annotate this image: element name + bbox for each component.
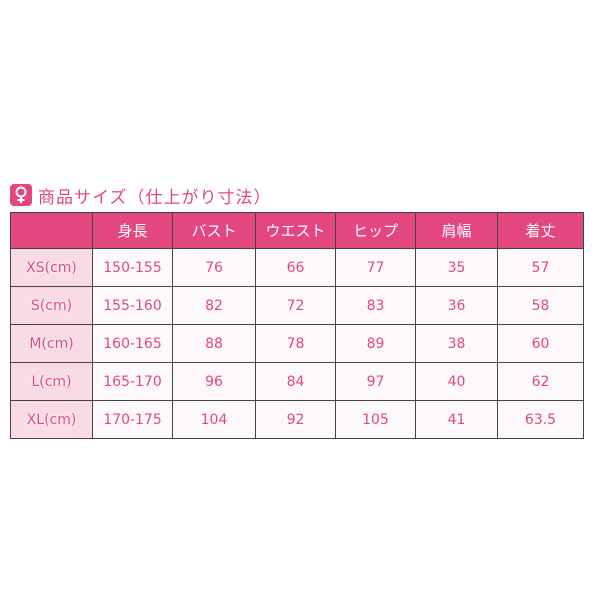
table-cell: 150-155 bbox=[92, 248, 173, 287]
table-cell: 66 bbox=[255, 248, 336, 287]
table-cell: 40 bbox=[415, 362, 498, 401]
table-cell: 92 bbox=[255, 400, 336, 439]
table-row: XS(cm) 150-155 76 66 77 35 57 bbox=[10, 248, 584, 287]
table-cell: 63.5 bbox=[497, 400, 584, 439]
table-cell: 38 bbox=[415, 324, 498, 363]
table-cell: 84 bbox=[255, 362, 336, 401]
table-cell: 72 bbox=[255, 286, 336, 325]
table-cell: 88 bbox=[172, 324, 256, 363]
table-row: M(cm) 160-165 88 78 89 38 60 bbox=[10, 324, 584, 363]
table-cell: 89 bbox=[335, 324, 416, 363]
size-label: XS(cm) bbox=[10, 248, 93, 287]
column-header: ヒップ bbox=[335, 212, 416, 249]
table-cell: 155-160 bbox=[92, 286, 173, 325]
column-header bbox=[10, 212, 93, 249]
column-header: 身長 bbox=[92, 212, 173, 249]
table-cell: 77 bbox=[335, 248, 416, 287]
size-label: L(cm) bbox=[10, 362, 93, 401]
column-header: 着丈 bbox=[497, 212, 584, 249]
table-cell: 104 bbox=[172, 400, 256, 439]
table-cell: 57 bbox=[497, 248, 584, 287]
size-label: XL(cm) bbox=[10, 400, 93, 439]
size-table: 身長 バスト ウエスト ヒップ 肩幅 着丈 XS(cm) 150-155 76 66 77 35 57… bbox=[10, 212, 584, 439]
table-cell: 62 bbox=[497, 362, 584, 401]
size-label: S(cm) bbox=[10, 286, 93, 325]
table-cell: 36 bbox=[415, 286, 498, 325]
table-cell: 35 bbox=[415, 248, 498, 287]
table-cell: 41 bbox=[415, 400, 498, 439]
table-cell: 105 bbox=[335, 400, 416, 439]
title-text: 商品サイズ（仕上がり寸法） bbox=[38, 187, 272, 208]
table-row: S(cm) 155-160 82 72 83 36 58 bbox=[10, 286, 584, 325]
table-cell: 97 bbox=[335, 362, 416, 401]
table-cell: 82 bbox=[172, 286, 256, 325]
table-cell: 165-170 bbox=[92, 362, 173, 401]
table-row: L(cm) 165-170 96 84 97 40 62 bbox=[10, 362, 584, 401]
table-cell: 160-165 bbox=[92, 324, 173, 363]
column-header: ウエスト bbox=[255, 212, 336, 249]
table-cell: 78 bbox=[255, 324, 336, 363]
table-cell: 76 bbox=[172, 248, 256, 287]
table-cell: 60 bbox=[497, 324, 584, 363]
header-row: 身長 バスト ウエスト ヒップ 肩幅 着丈 bbox=[10, 212, 584, 249]
table-cell: 58 bbox=[497, 286, 584, 325]
size-label: M(cm) bbox=[10, 324, 93, 363]
section-title: 商品サイズ（仕上がり寸法） bbox=[10, 183, 272, 208]
female-symbol-icon bbox=[10, 184, 32, 206]
table-row: XL(cm) 170-175 104 92 105 41 63.5 bbox=[10, 400, 584, 439]
table-cell: 83 bbox=[335, 286, 416, 325]
table-cell: 170-175 bbox=[92, 400, 173, 439]
column-header: バスト bbox=[172, 212, 256, 249]
column-header: 肩幅 bbox=[415, 212, 498, 249]
table-cell: 96 bbox=[172, 362, 256, 401]
